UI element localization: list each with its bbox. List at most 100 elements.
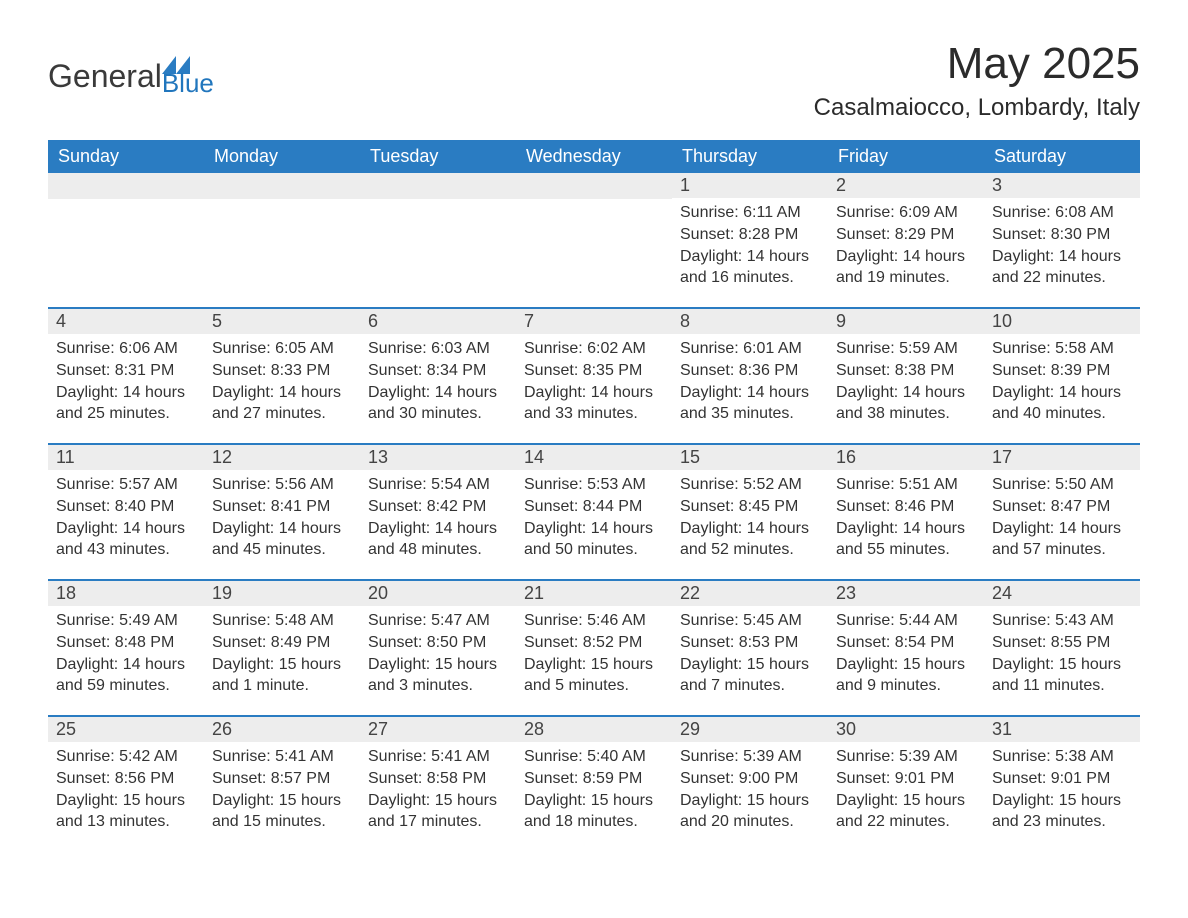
day-cell: 24Sunrise: 5:43 AMSunset: 8:55 PMDayligh… <box>984 581 1140 701</box>
day-cell: 9Sunrise: 5:59 AMSunset: 8:38 PMDaylight… <box>828 309 984 429</box>
daylight-text: Daylight: 14 hours and 30 minutes. <box>368 382 508 425</box>
day-number: 9 <box>828 309 984 334</box>
day-data: Sunrise: 5:59 AMSunset: 8:38 PMDaylight:… <box>828 334 984 428</box>
day-number: 16 <box>828 445 984 470</box>
day-of-week-header: Monday <box>204 140 360 173</box>
day-number <box>360 173 516 199</box>
day-data: Sunrise: 5:49 AMSunset: 8:48 PMDaylight:… <box>48 606 204 700</box>
sunset-text: Sunset: 8:55 PM <box>992 632 1132 654</box>
day-of-week-header: Wednesday <box>516 140 672 173</box>
day-cell: 5Sunrise: 6:05 AMSunset: 8:33 PMDaylight… <box>204 309 360 429</box>
page: General Blue May 2025 Casalmaiocco, Lomb… <box>0 0 1188 877</box>
day-cell: 25Sunrise: 5:42 AMSunset: 8:56 PMDayligh… <box>48 717 204 837</box>
day-number: 4 <box>48 309 204 334</box>
sunrise-text: Sunrise: 5:42 AM <box>56 746 196 768</box>
sunrise-text: Sunrise: 6:05 AM <box>212 338 352 360</box>
sunrise-text: Sunrise: 5:58 AM <box>992 338 1132 360</box>
day-number: 24 <box>984 581 1140 606</box>
day-cell: 10Sunrise: 5:58 AMSunset: 8:39 PMDayligh… <box>984 309 1140 429</box>
day-data: Sunrise: 5:44 AMSunset: 8:54 PMDaylight:… <box>828 606 984 700</box>
sunrise-text: Sunrise: 5:40 AM <box>524 746 664 768</box>
day-cell: 14Sunrise: 5:53 AMSunset: 8:44 PMDayligh… <box>516 445 672 565</box>
sunset-text: Sunset: 8:48 PM <box>56 632 196 654</box>
day-cell: 13 Sunrise: 5:54 AMSunset: 8:42 PMDayligh… <box>360 445 516 565</box>
daylight-text: Daylight: 15 hours and 3 minutes. <box>368 654 508 697</box>
day-data: Sunrise: 5:42 AMSunset: 8:56 PMDaylight:… <box>48 742 204 836</box>
sunrise-text: Sunrise: 5:54 AM <box>368 474 508 496</box>
day-number: 20 <box>360 581 516 606</box>
day-cell: 2Sunrise: 6:09 AMSunset: 8:29 PMDaylight… <box>828 173 984 293</box>
day-number: 26 <box>204 717 360 742</box>
daylight-text: Daylight: 14 hours and 38 minutes. <box>836 382 976 425</box>
sunset-text: Sunset: 8:59 PM <box>524 768 664 790</box>
day-number: 28 <box>516 717 672 742</box>
day-number: 25 <box>48 717 204 742</box>
sunset-text: Sunset: 8:58 PM <box>368 768 508 790</box>
sunrise-text: Sunrise: 5:38 AM <box>992 746 1132 768</box>
sunrise-text: Sunrise: 5:47 AM <box>368 610 508 632</box>
day-cell <box>516 173 672 293</box>
sunrise-text: Sunrise: 6:02 AM <box>524 338 664 360</box>
sunset-text: Sunset: 8:54 PM <box>836 632 976 654</box>
sunrise-text: Sunrise: 5:53 AM <box>524 474 664 496</box>
day-of-week-header: Sunday <box>48 140 204 173</box>
daylight-text: Daylight: 14 hours and 48 minutes. <box>368 518 508 561</box>
day-data: Sunrise: 6:02 AMSunset: 8:35 PMDaylight:… <box>516 334 672 428</box>
daylight-text: Daylight: 14 hours and 40 minutes. <box>992 382 1132 425</box>
daylight-text: Daylight: 15 hours and 18 minutes. <box>524 790 664 833</box>
week-row: 25Sunrise: 5:42 AMSunset: 8:56 PMDayligh… <box>48 715 1140 837</box>
day-of-week-header: Saturday <box>984 140 1140 173</box>
sunrise-text: Sunrise: 6:06 AM <box>56 338 196 360</box>
sunrise-text: Sunrise: 6:03 AM <box>368 338 508 360</box>
day-number: 6 <box>360 309 516 334</box>
day-of-week-header: Thursday <box>672 140 828 173</box>
location: Casalmaiocco, Lombardy, Italy <box>814 94 1140 122</box>
day-data: Sunrise: 5:38 AMSunset: 9:01 PMDaylight:… <box>984 742 1140 836</box>
day-number <box>516 173 672 199</box>
sunset-text: Sunset: 9:00 PM <box>680 768 820 790</box>
day-data: Sunrise: 5:43 AMSunset: 8:55 PMDaylight:… <box>984 606 1140 700</box>
daylight-text: Daylight: 15 hours and 11 minutes. <box>992 654 1132 697</box>
day-number: 14 <box>516 445 672 470</box>
day-number: 13 <box>360 445 516 470</box>
daylight-text: Daylight: 14 hours and 45 minutes. <box>212 518 352 561</box>
sunset-text: Sunset: 8:29 PM <box>836 224 976 246</box>
day-data: Sunrise: 6:01 AMSunset: 8:36 PMDaylight:… <box>672 334 828 428</box>
daylight-text: Daylight: 15 hours and 22 minutes. <box>836 790 976 833</box>
day-data: Sunrise: 5:58 AMSunset: 8:39 PMDaylight:… <box>984 334 1140 428</box>
day-cell: 1Sunrise: 6:11 AMSunset: 8:28 PMDaylight… <box>672 173 828 293</box>
day-number: 8 <box>672 309 828 334</box>
sunrise-text: Sunrise: 5:48 AM <box>212 610 352 632</box>
sunrise-text: Sunrise: 5:56 AM <box>212 474 352 496</box>
sunset-text: Sunset: 8:38 PM <box>836 360 976 382</box>
calendar: SundayMondayTuesdayWednesdayThursdayFrid… <box>48 140 1140 837</box>
sunset-text: Sunset: 8:42 PM <box>368 496 508 518</box>
title-block: May 2025 Casalmaiocco, Lombardy, Italy <box>814 40 1140 122</box>
sunset-text: Sunset: 8:46 PM <box>836 496 976 518</box>
day-data: Sunrise: 6:11 AMSunset: 8:28 PMDaylight:… <box>672 198 828 292</box>
day-number: 19 <box>204 581 360 606</box>
logo-general: General <box>48 60 162 92</box>
day-of-week-header: Tuesday <box>360 140 516 173</box>
sunset-text: Sunset: 8:50 PM <box>368 632 508 654</box>
daylight-text: Daylight: 14 hours and 50 minutes. <box>524 518 664 561</box>
week-row: 1Sunrise: 6:11 AMSunset: 8:28 PMDaylight… <box>48 173 1140 293</box>
daylight-text: Daylight: 15 hours and 23 minutes. <box>992 790 1132 833</box>
sunset-text: Sunset: 8:30 PM <box>992 224 1132 246</box>
sunrise-text: Sunrise: 5:43 AM <box>992 610 1132 632</box>
sunset-text: Sunset: 9:01 PM <box>992 768 1132 790</box>
sunset-text: Sunset: 8:53 PM <box>680 632 820 654</box>
day-data: Sunrise: 5:53 AMSunset: 8:44 PMDaylight:… <box>516 470 672 564</box>
day-cell: 15Sunrise: 5:52 AMSunset: 8:45 PMDayligh… <box>672 445 828 565</box>
day-cell: 7Sunrise: 6:02 AMSunset: 8:35 PMDaylight… <box>516 309 672 429</box>
day-cell: 11Sunrise: 5:57 AMSunset: 8:40 PMDayligh… <box>48 445 204 565</box>
day-number: 23 <box>828 581 984 606</box>
sunset-text: Sunset: 8:40 PM <box>56 496 196 518</box>
daylight-text: Daylight: 14 hours and 25 minutes. <box>56 382 196 425</box>
day-cell: 17Sunrise: 5:50 AMSunset: 8:47 PMDayligh… <box>984 445 1140 565</box>
day-data: Sunrise: 6:08 AMSunset: 8:30 PMDaylight:… <box>984 198 1140 292</box>
daylight-text: Daylight: 15 hours and 13 minutes. <box>56 790 196 833</box>
day-number: 10 <box>984 309 1140 334</box>
sunrise-text: Sunrise: 6:08 AM <box>992 202 1132 224</box>
day-data: Sunrise: 5:40 AMSunset: 8:59 PMDaylight:… <box>516 742 672 836</box>
